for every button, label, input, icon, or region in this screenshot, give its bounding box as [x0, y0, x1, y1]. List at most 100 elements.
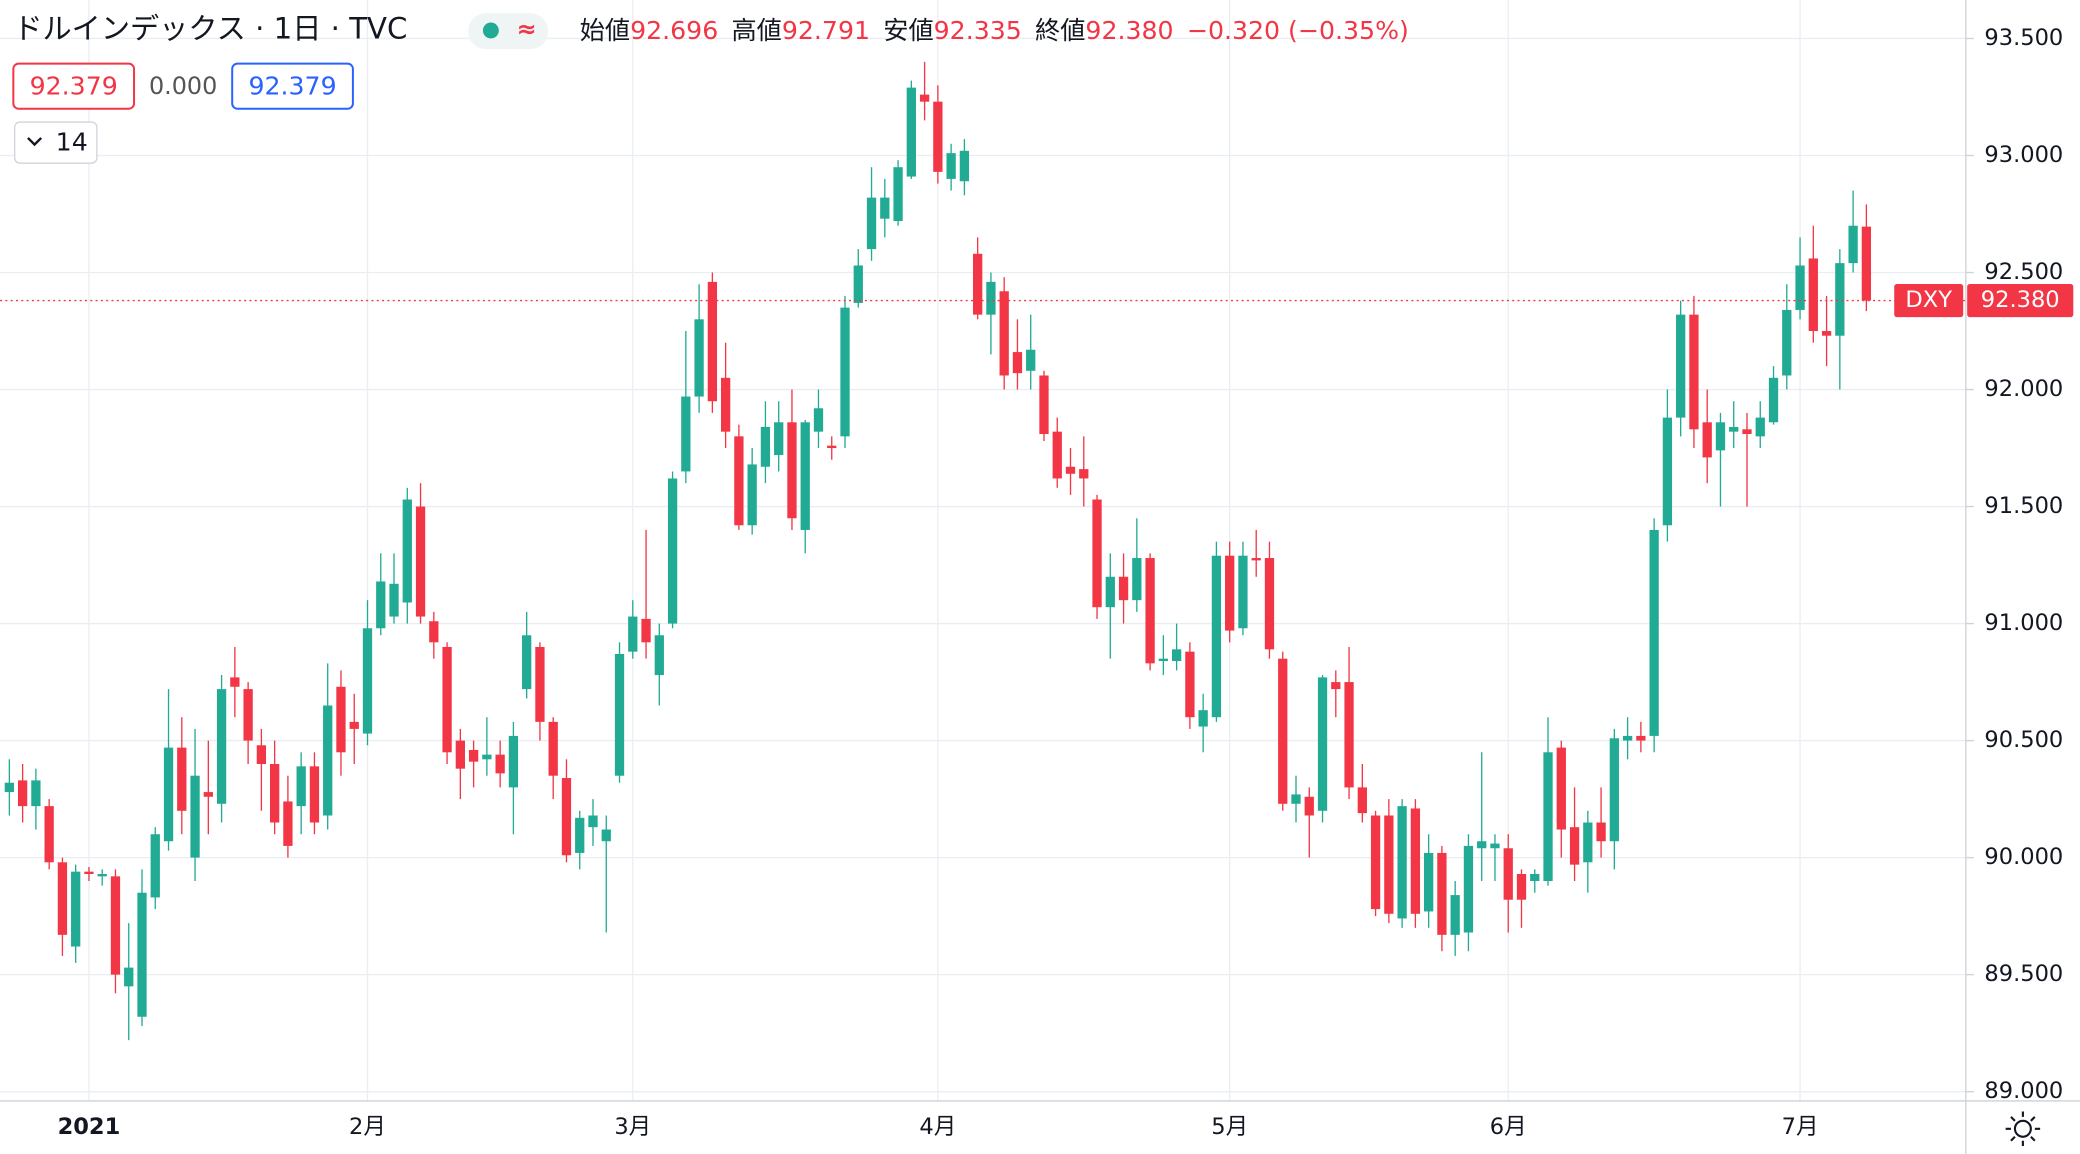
y-tick-label: 90.000 — [1984, 844, 2063, 870]
candle-body — [1808, 258, 1818, 332]
x-tick-label: 4月 — [919, 1114, 956, 1140]
candle-body — [986, 281, 996, 315]
candle-body — [1198, 710, 1208, 727]
candle-body — [628, 616, 638, 652]
y-tick-label: 92.500 — [1984, 259, 2063, 285]
price-tag — [1967, 284, 2074, 318]
input-box[interactable] — [12, 62, 136, 110]
candle-body — [1105, 576, 1115, 608]
candle-body — [124, 967, 134, 987]
candle-body — [1052, 431, 1062, 479]
y-tick-label: 93.000 — [1984, 142, 2063, 168]
candle-body — [71, 871, 81, 947]
ohlc-legend: 始値92.696 高値92.791 安値92.335 終値92.380 −0.320 (… — [580, 16, 1409, 45]
candle-body — [1490, 843, 1500, 849]
grid — [0, 0, 1966, 1101]
candle-body — [1463, 845, 1474, 933]
candle-body — [1530, 873, 1540, 882]
candle-body — [813, 408, 824, 432]
candle-body — [1251, 558, 1261, 561]
candle-body — [1569, 827, 1580, 865]
candle-body — [1861, 226, 1872, 301]
candle-body — [866, 197, 877, 250]
y-tick-label: 90.500 — [1984, 727, 2063, 753]
candle-body — [44, 806, 54, 863]
candle-body — [946, 153, 956, 179]
candle-body — [455, 740, 465, 769]
interval-dropdown[interactable] — [14, 121, 98, 164]
candle-body — [561, 778, 572, 856]
candle-body — [1596, 822, 1606, 842]
candle-body — [1238, 555, 1248, 629]
candle-body — [787, 422, 797, 519]
candle-body — [667, 478, 678, 624]
candle-body — [760, 426, 771, 467]
y-tick-label: 91.500 — [1984, 493, 2063, 519]
y-tick-label: 91.000 — [1984, 610, 2063, 636]
candle-body — [1622, 735, 1633, 741]
candle-body — [323, 705, 333, 816]
candle-body — [973, 253, 983, 315]
candle-body — [256, 745, 267, 764]
candle-body — [1158, 658, 1169, 662]
legend-item: 92.335 — [934, 16, 1022, 45]
x-tick-label: 6月 — [1490, 1114, 1527, 1140]
candle-body — [774, 422, 784, 456]
input-value: 92.379 — [248, 72, 336, 101]
legend-item: 始値 — [580, 16, 630, 45]
candle-body — [468, 749, 479, 762]
candle-body — [1357, 787, 1367, 814]
chevron — [27, 137, 43, 147]
candle-body — [137, 892, 147, 1017]
candle-body — [1370, 815, 1381, 910]
candle-body — [1211, 555, 1222, 718]
candle-body — [1065, 466, 1076, 474]
candle-body — [919, 94, 930, 102]
candle-body — [906, 87, 916, 177]
candle-body — [177, 747, 187, 811]
candle-body — [614, 653, 625, 776]
candle-body — [1795, 265, 1805, 310]
candle-body — [601, 829, 611, 842]
candle-body — [1092, 499, 1102, 608]
candle-body — [1118, 576, 1129, 601]
candle-body — [827, 445, 837, 449]
input-box[interactable] — [231, 62, 354, 110]
candle-body — [1543, 752, 1553, 882]
candle-body — [1225, 555, 1235, 631]
status-icon: ≈ — [517, 15, 537, 43]
status-pill[interactable] — [468, 13, 548, 50]
candle-body — [1278, 658, 1288, 804]
candle-body — [522, 635, 532, 690]
candle-body — [1636, 735, 1646, 741]
candle-body — [203, 792, 213, 797]
candle-body — [1503, 848, 1513, 900]
candle-body — [495, 754, 505, 774]
candle-body — [362, 628, 373, 734]
candle-body — [31, 780, 41, 807]
candle-body — [1742, 429, 1752, 434]
candle-body — [734, 436, 744, 526]
candle-body — [150, 834, 160, 898]
candle-body — [641, 618, 651, 643]
x-tick-label: 5月 — [1211, 1114, 1248, 1140]
candle-body — [1609, 738, 1619, 842]
candle-body — [243, 689, 253, 741]
candles — [0, 61, 1966, 1041]
candle-body — [840, 307, 850, 437]
candle-body — [1145, 558, 1155, 664]
candle-body — [1012, 352, 1023, 374]
candle-body — [1729, 426, 1739, 432]
chart-title: ドルインデックス · 1日 · TVC — [13, 12, 407, 46]
settings-icon[interactable] — [2005, 1111, 2041, 1147]
candle-body — [707, 281, 718, 402]
candle-body — [1026, 349, 1036, 371]
candle-body — [336, 686, 346, 753]
symbol-tag — [1894, 284, 1964, 318]
candle-body — [283, 801, 293, 846]
legend-item: 終値 — [1035, 16, 1085, 45]
candle-body — [163, 747, 174, 842]
candle-body — [1039, 375, 1049, 434]
